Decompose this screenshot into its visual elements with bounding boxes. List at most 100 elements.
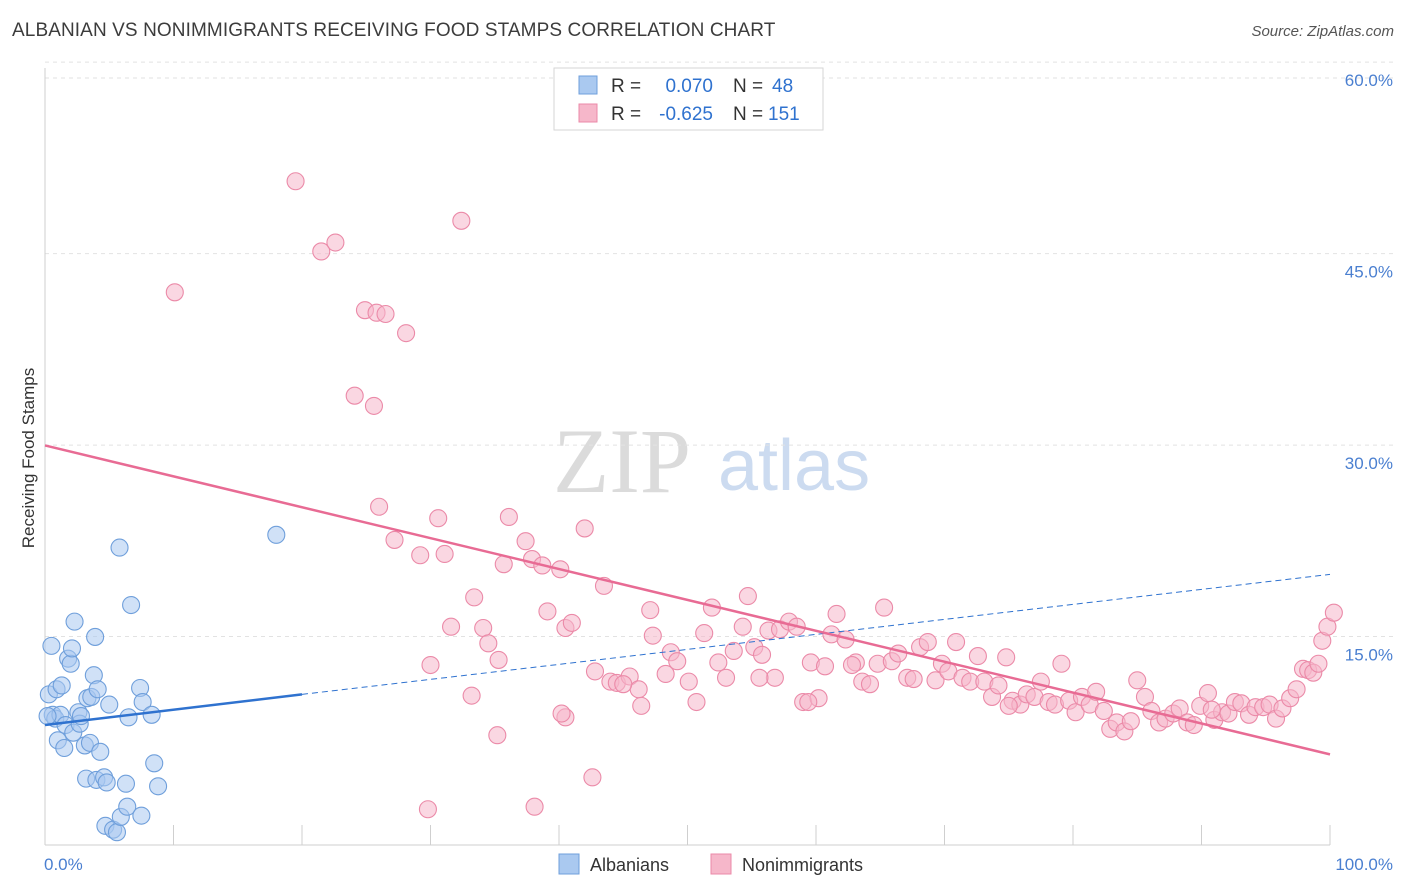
albanians-trend-extension bbox=[301, 573, 1331, 695]
nonimmigrants-point-84 bbox=[989, 676, 1008, 695]
nonimmigrants-point-49 bbox=[738, 587, 757, 606]
nonimmigrants-point-41 bbox=[679, 672, 698, 691]
nonimmigrants-point-99 bbox=[1094, 701, 1113, 721]
albanians-point-33 bbox=[107, 823, 127, 842]
nonimmigrants-point-2 bbox=[312, 242, 331, 261]
nonimmigrants-point-53 bbox=[765, 668, 784, 687]
bottom-legend-label-nonimmigrants: Nonimmigrants bbox=[742, 855, 863, 875]
nonimmigrants-point-136 bbox=[442, 617, 461, 636]
nonimmigrants-point-103 bbox=[1121, 712, 1140, 731]
nonimmigrants-point-137 bbox=[462, 686, 481, 705]
y-tick-label-45: 45.0% bbox=[1345, 263, 1393, 282]
nonimmigrants-point-18 bbox=[479, 634, 498, 653]
nonimmigrants-point-38 bbox=[656, 664, 675, 684]
nonimmigrants-point-104 bbox=[1128, 671, 1147, 690]
nonimmigrants-point-12 bbox=[411, 546, 430, 565]
trend-lines bbox=[44, 444, 1331, 756]
nonimmigrants-point-131 bbox=[1309, 654, 1328, 673]
nonimmigrants-trend-line bbox=[44, 444, 1331, 756]
legend-n-value-2: 151 bbox=[768, 104, 800, 125]
y-axis-label: Receiving Food Stamps bbox=[19, 368, 38, 548]
nonimmigrants-point-4 bbox=[345, 386, 364, 405]
nonimmigrants-point-7 bbox=[376, 304, 395, 324]
watermark-zip: ZIP bbox=[553, 410, 691, 512]
nonimmigrants-point-3 bbox=[326, 233, 345, 252]
legend-r-value-2: -0.625 bbox=[659, 104, 713, 125]
nonimmigrants-point-1 bbox=[286, 172, 305, 191]
nonimmigrants-point-110 bbox=[1170, 699, 1189, 718]
nonimmigrants-point-46 bbox=[716, 668, 736, 687]
albanians-point-11 bbox=[61, 654, 80, 673]
nonimmigrants-point-47 bbox=[724, 641, 743, 661]
nonimmigrants-point-70 bbox=[889, 644, 908, 663]
albanians-point-38 bbox=[119, 708, 138, 727]
legend-n-value-1: 48 bbox=[772, 76, 793, 97]
legend-swatch-nonimmigrants bbox=[578, 103, 598, 123]
nonimmigrants-point-25 bbox=[538, 602, 557, 621]
y-tick-labels: 15.0% 30.0% 45.0% 60.0% bbox=[1345, 71, 1393, 664]
nonimmigrants-point-35 bbox=[629, 680, 648, 699]
nonimmigrants-point-22 bbox=[516, 532, 535, 551]
bottom-legend-swatch-albanians bbox=[558, 853, 580, 875]
x-ticks bbox=[44, 825, 1331, 845]
nonimmigrants-point-51 bbox=[752, 645, 772, 664]
legend-swatch-albanians bbox=[578, 75, 598, 95]
y-tick-label-15: 15.0% bbox=[1345, 646, 1393, 665]
legend-box: R = 0.070 N = 48 R = -0.625 N = 151 bbox=[553, 67, 824, 131]
nonimmigrants-point-16 bbox=[465, 588, 484, 607]
albanians-point-43 bbox=[142, 705, 161, 724]
legend-r-label-1: R = bbox=[611, 76, 641, 97]
albanians-point-24 bbox=[86, 627, 105, 646]
albanians-point-26 bbox=[88, 680, 107, 699]
albanians-point-36 bbox=[116, 774, 136, 793]
nonimmigrants-point-66 bbox=[860, 675, 880, 694]
nonimmigrants-point-30 bbox=[585, 662, 605, 681]
nonimmigrants-point-145 bbox=[632, 696, 651, 715]
nonimmigrants-point-135 bbox=[421, 655, 440, 675]
bottom-legend-label-albanians: Albanians bbox=[590, 855, 669, 875]
legend-r-value-1: 0.070 bbox=[665, 76, 713, 97]
nonimmigrants-point-60 bbox=[815, 657, 835, 676]
albanians-point-34 bbox=[110, 538, 129, 557]
albanians-point-46 bbox=[267, 525, 286, 544]
nonimmigrants-point-40 bbox=[668, 652, 687, 671]
nonimmigrants-point-78 bbox=[947, 632, 966, 652]
nonimmigrants-point-62 bbox=[827, 604, 846, 624]
nonimmigrants-point-68 bbox=[875, 598, 894, 617]
albanians-point-14 bbox=[65, 612, 84, 631]
albanians-point-1 bbox=[42, 636, 61, 655]
bottom-legend-swatch-nonimmigrants bbox=[710, 853, 732, 875]
albanians-point-31 bbox=[100, 695, 119, 714]
nonimmigrants-point-13 bbox=[429, 509, 448, 528]
nonimmigrants-point-74 bbox=[918, 632, 937, 652]
watermark: ZIP atlas bbox=[553, 410, 870, 512]
nonimmigrants-point-149 bbox=[999, 696, 1018, 715]
nonimmigrants-point-11 bbox=[385, 530, 404, 549]
albanians-point-39 bbox=[122, 595, 141, 615]
nonimmigrants-point-150 bbox=[1202, 700, 1221, 719]
nonimmigrants-point-72 bbox=[904, 670, 923, 689]
nonimmigrants-point-93 bbox=[1052, 654, 1071, 673]
nonimmigrants-point-143 bbox=[583, 768, 602, 787]
nonimmigrants-point-8 bbox=[364, 396, 384, 415]
albanians-point-45 bbox=[149, 777, 168, 796]
nonimmigrants-point-43 bbox=[695, 624, 714, 643]
gridlines bbox=[45, 61, 1395, 638]
nonimmigrants-point-28 bbox=[562, 613, 581, 632]
albanians-point-7 bbox=[52, 676, 71, 695]
legend-r-label-2: R = bbox=[611, 104, 641, 125]
nonimmigrants-point-19 bbox=[489, 650, 508, 669]
nonimmigrants-point-142 bbox=[552, 704, 571, 723]
nonimmigrants-point-37 bbox=[643, 626, 662, 645]
albanians-point-42 bbox=[133, 692, 152, 712]
legend-n-label-2: N = bbox=[733, 104, 763, 125]
nonimmigrants-point-127 bbox=[1287, 680, 1306, 699]
nonimmigrants-point-0 bbox=[165, 283, 184, 302]
series-nonimmigrants bbox=[165, 172, 1343, 819]
nonimmigrants-point-81 bbox=[968, 647, 987, 666]
x-tick-label-min: 0.0% bbox=[44, 855, 83, 874]
nonimmigrants-point-10 bbox=[370, 497, 389, 516]
nonimmigrants-point-138 bbox=[488, 726, 507, 745]
nonimmigrants-point-139 bbox=[525, 797, 544, 816]
